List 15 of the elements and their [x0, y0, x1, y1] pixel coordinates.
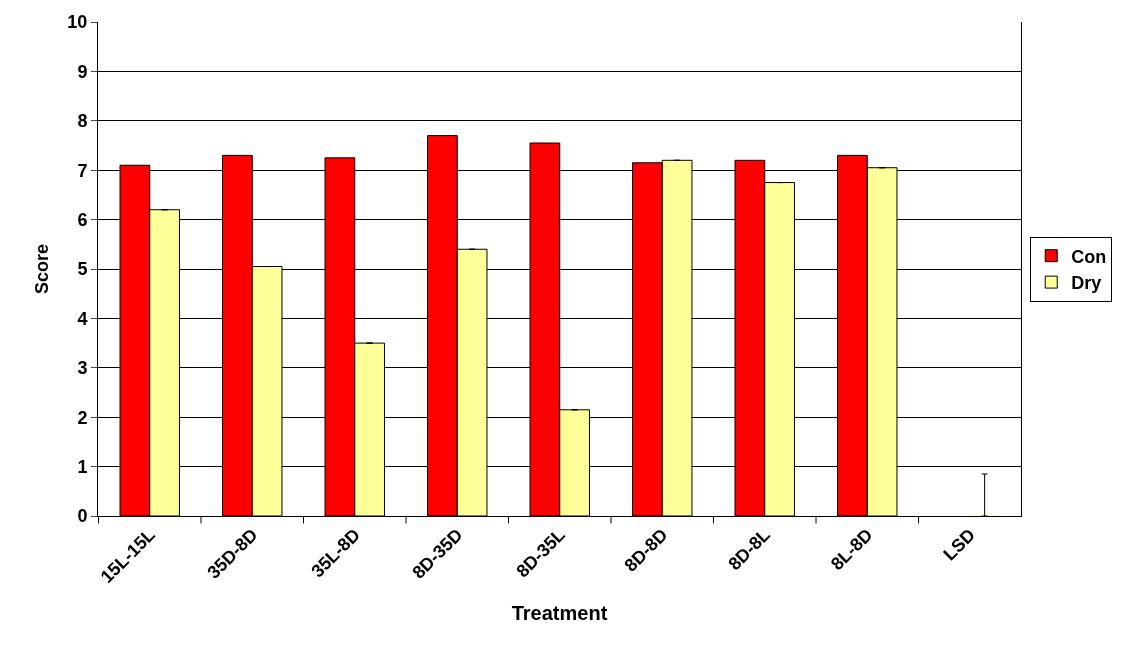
y-tick-label: 1	[77, 456, 88, 477]
legend-label: Con	[1071, 246, 1107, 267]
y-tick-label: 3	[77, 358, 88, 379]
y-axis-title: Score	[31, 243, 52, 295]
y-tick-label: 10	[67, 12, 88, 33]
y-tick-label: 2	[77, 407, 88, 428]
y-tick-label: 5	[77, 259, 88, 280]
y-tick-label: 0	[77, 506, 88, 527]
y-tick-label: 7	[77, 160, 88, 181]
legend-label: Dry	[1071, 273, 1102, 294]
y-tick-label: 4	[77, 308, 88, 329]
x-axis-title: Treatment	[511, 602, 608, 625]
y-tick-label: 9	[77, 61, 88, 82]
y-tick-label: 8	[77, 111, 88, 132]
y-tick-label: 6	[77, 209, 88, 230]
